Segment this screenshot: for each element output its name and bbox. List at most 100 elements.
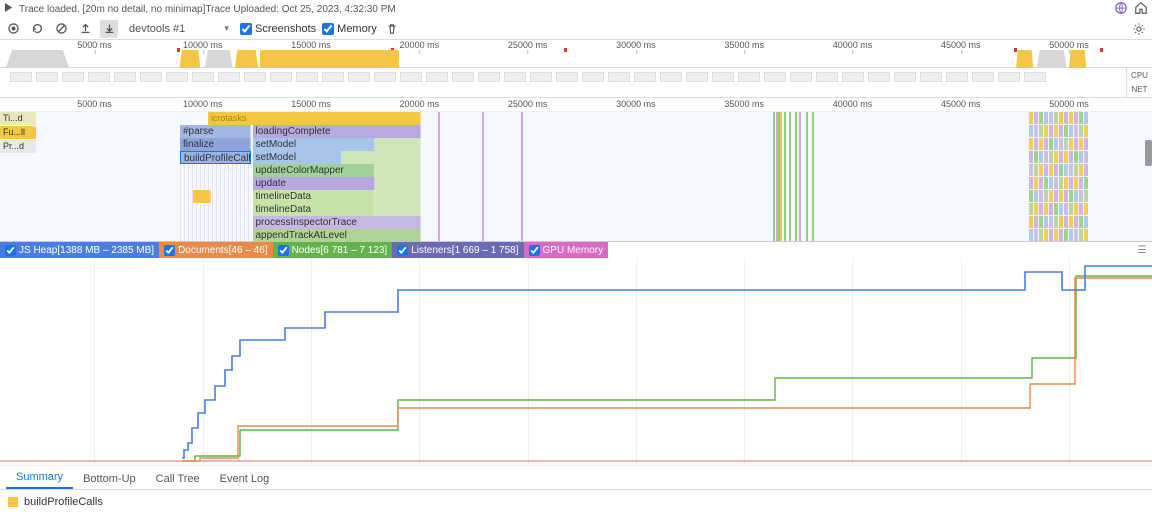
flame-event-stripe[interactable]: [521, 112, 523, 241]
flame-cluster-cell[interactable]: [1064, 216, 1068, 228]
memory-legend-item[interactable]: Documents[46 – 46]: [159, 242, 273, 258]
details-tab[interactable]: Bottom-Up: [73, 469, 146, 489]
flame-cluster-cell[interactable]: [1069, 151, 1073, 163]
screenshot-thumb[interactable]: [504, 72, 526, 82]
track-label[interactable]: Pr...d: [0, 140, 36, 153]
flame-cluster-cell[interactable]: [1029, 203, 1033, 215]
flame-block[interactable]: #parse: [180, 125, 251, 138]
memory-legend-checkbox[interactable]: [397, 245, 408, 256]
flame-cluster-cell[interactable]: [1039, 190, 1043, 202]
flame-cluster-cell[interactable]: [1084, 177, 1088, 189]
screenshot-thumb[interactable]: [634, 72, 656, 82]
home-icon[interactable]: [1134, 1, 1148, 18]
flame-cluster-cell[interactable]: [1049, 112, 1053, 124]
flame-cluster-cell[interactable]: [1084, 151, 1088, 163]
flame-cluster-cell[interactable]: [1069, 216, 1073, 228]
memory-checkbox[interactable]: Memory: [322, 23, 377, 35]
flame-event-stripe[interactable]: [789, 112, 791, 241]
upload-icon[interactable]: [76, 20, 94, 38]
download-icon[interactable]: [100, 20, 118, 38]
flame-cluster-cell[interactable]: [1079, 164, 1083, 176]
screenshot-thumb[interactable]: [478, 72, 500, 82]
screenshot-thumb[interactable]: [712, 72, 734, 82]
screenshot-thumb[interactable]: [790, 72, 812, 82]
flame-cluster-cell[interactable]: [1079, 203, 1083, 215]
flame-block[interactable]: [375, 177, 421, 190]
flame-cluster-cell[interactable]: [1059, 177, 1063, 189]
flame-event-stripe[interactable]: [795, 112, 797, 241]
memory-legend-item[interactable]: GPU Memory: [524, 242, 609, 258]
flame-cluster-cell[interactable]: [1029, 177, 1033, 189]
flame-block[interactable]: timelineData: [253, 190, 376, 203]
screenshot-thumb[interactable]: [218, 72, 240, 82]
flame-cluster-cell[interactable]: [1064, 177, 1068, 189]
flame-cluster-cell[interactable]: [1084, 229, 1088, 241]
flame-cluster-cell[interactable]: [1059, 151, 1063, 163]
flame-block[interactable]: [375, 203, 421, 216]
flame-cluster-cell[interactable]: [1074, 177, 1078, 189]
memory-legend-item[interactable]: JS Heap[1388 MB – 2385 MB]: [0, 242, 159, 258]
record-icon[interactable]: [4, 20, 22, 38]
clear-icon[interactable]: [52, 20, 70, 38]
flame-cluster-cell[interactable]: [1084, 190, 1088, 202]
flame-cluster-cell[interactable]: [1079, 138, 1083, 150]
flame-event-stripe[interactable]: [799, 112, 801, 241]
screenshots-checkbox[interactable]: Screenshots: [240, 23, 316, 35]
flame-cluster-cell[interactable]: [1054, 216, 1058, 228]
screenshot-thumb[interactable]: [114, 72, 136, 82]
screenshot-thumb[interactable]: [322, 72, 344, 82]
flame-cluster-cell[interactable]: [1054, 112, 1058, 124]
flame-cluster-cell[interactable]: [1084, 138, 1088, 150]
flame-cluster-cell[interactable]: [1029, 151, 1033, 163]
flame-cluster-cell[interactable]: [1044, 138, 1048, 150]
screenshot-thumb[interactable]: [62, 72, 84, 82]
flame-cluster-cell[interactable]: [1064, 125, 1068, 137]
screenshot-thumb[interactable]: [764, 72, 786, 82]
flame-cluster-cell[interactable]: [1059, 229, 1063, 241]
flame-block[interactable]: setModel: [253, 138, 376, 151]
flame-cluster-cell[interactable]: [1064, 229, 1068, 241]
flame-cluster-cell[interactable]: [1079, 177, 1083, 189]
garbage-collect-icon[interactable]: [383, 20, 401, 38]
flame-cluster-cell[interactable]: [1054, 125, 1058, 137]
flame-cluster-cell[interactable]: [1029, 164, 1033, 176]
flame-cluster-cell[interactable]: [1074, 138, 1078, 150]
flame-cluster-cell[interactable]: [1069, 164, 1073, 176]
flame-cluster-cell[interactable]: [1059, 216, 1063, 228]
screenshot-thumb[interactable]: [426, 72, 448, 82]
screenshot-thumb[interactable]: [10, 72, 32, 82]
memory-legend-checkbox[interactable]: [164, 245, 175, 256]
flame-cluster-cell[interactable]: [1029, 125, 1033, 137]
screenshot-thumb[interactable]: [36, 72, 58, 82]
screenshot-thumb[interactable]: [348, 72, 370, 82]
details-tab[interactable]: Call Tree: [146, 469, 210, 489]
screenshot-thumb[interactable]: [998, 72, 1020, 82]
overview-panel[interactable]: 5000 ms10000 ms15000 ms20000 ms25000 ms3…: [0, 40, 1152, 68]
flame-cluster-cell[interactable]: [1044, 216, 1048, 228]
flame-cluster-cell[interactable]: [1084, 203, 1088, 215]
flame-cluster-cell[interactable]: [1049, 177, 1053, 189]
flame-cluster-cell[interactable]: [1084, 164, 1088, 176]
screenshot-thumb[interactable]: [660, 72, 682, 82]
flame-cluster-cell[interactable]: [1044, 190, 1048, 202]
flame-cluster-cell[interactable]: [1074, 112, 1078, 124]
flame-cluster-cell[interactable]: [1049, 229, 1053, 241]
flame-block[interactable]: timelineData: [253, 203, 376, 216]
flame-block[interactable]: [375, 164, 421, 177]
flame-cluster-cell[interactable]: [1049, 151, 1053, 163]
flame-cluster-cell[interactable]: [1059, 190, 1063, 202]
reload-icon[interactable]: [28, 20, 46, 38]
screenshot-thumb[interactable]: [192, 72, 214, 82]
flame-cluster-cell[interactable]: [1069, 125, 1073, 137]
play-icon[interactable]: [4, 3, 13, 15]
flame-cluster-cell[interactable]: [1054, 203, 1058, 215]
flame-event-stripe[interactable]: [438, 112, 440, 241]
flame-cluster-cell[interactable]: [1069, 138, 1073, 150]
screenshot-thumb[interactable]: [946, 72, 968, 82]
flame-cluster-cell[interactable]: [1079, 190, 1083, 202]
flame-event-stripe[interactable]: [482, 112, 484, 241]
flame-cluster-cell[interactable]: [1034, 216, 1038, 228]
memory-legend-item[interactable]: Listeners[1 669 – 1 758]: [392, 242, 523, 258]
flame-cluster-cell[interactable]: [1049, 216, 1053, 228]
flame-cluster-cell[interactable]: [1039, 216, 1043, 228]
